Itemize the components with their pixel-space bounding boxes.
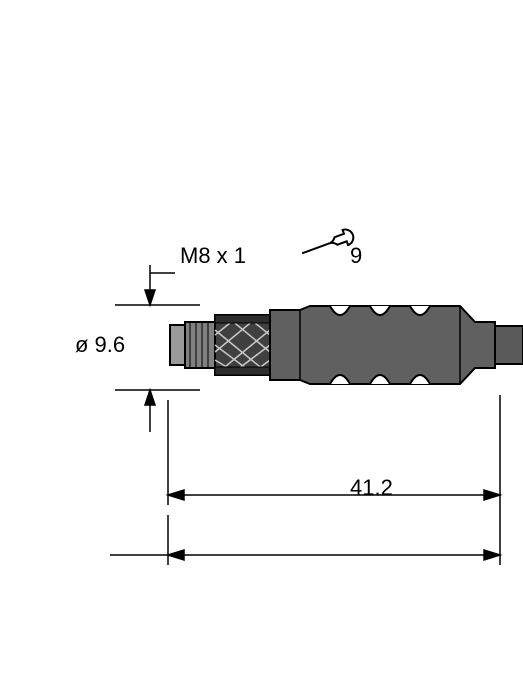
dimension-length [168, 395, 500, 565]
drawing-svg [0, 0, 523, 700]
dimension-overall [110, 515, 500, 565]
technical-drawing: M8 x 1 9 ø 9.6 41.2 [0, 0, 523, 700]
connector-body [270, 306, 495, 384]
wrench-icon [299, 227, 355, 261]
coupling-nut [215, 315, 270, 375]
cable [495, 326, 523, 364]
plug-face [170, 325, 185, 365]
